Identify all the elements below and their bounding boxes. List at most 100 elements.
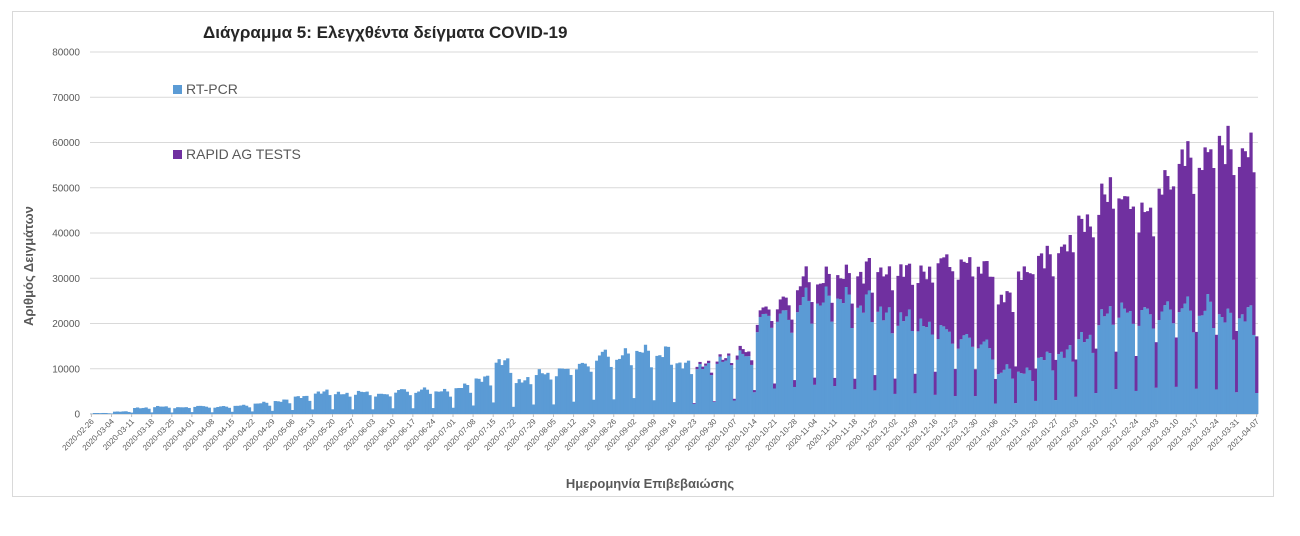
bar-rt-pcr [417,391,421,414]
bar-rt-pcr [718,356,722,414]
bar-rt-pcr [1128,311,1133,414]
bar-rt-pcr [92,413,97,414]
bar-rt-pcr [615,359,619,414]
bar-rapid-ag [1226,125,1230,309]
bar-rt-pcr [1091,352,1095,414]
bar-rt-pcr [1249,305,1253,414]
bar-rapid-ag [1137,232,1141,326]
bar-rt-pcr [503,360,507,414]
bar-rapid-ag [1080,218,1084,333]
bar-rt-pcr [104,412,108,414]
bar-rt-pcr [629,365,633,414]
bar-rt-pcr [207,407,211,414]
bar-rt-pcr [666,346,671,414]
bar-rapid-ag [1200,170,1204,316]
bar-rt-pcr [698,364,702,414]
bar-rt-pcr [712,401,717,414]
bar-rt-pcr [471,405,475,414]
bar-rt-pcr [399,389,404,414]
bar-rapid-ag [827,273,831,296]
bar-rapid-ag [971,276,975,347]
bar-rt-pcr [1157,320,1161,414]
bar-rt-pcr [1163,305,1167,414]
bar-rt-pcr [1048,353,1052,414]
bar-rapid-ag [1065,251,1069,350]
bar-rapid-ag [1105,201,1110,314]
bar-rt-pcr [127,411,131,414]
bar-rt-pcr [962,335,966,414]
bar-rt-pcr [356,390,361,414]
bar-rapid-ag [1235,330,1239,393]
bar-rt-pcr [950,343,955,414]
bar-rt-pcr [110,413,114,414]
bar-rt-pcr [1045,351,1049,414]
bar-rt-pcr [101,412,105,414]
bar-rapid-ag [910,284,915,331]
bar-rapid-ag [707,360,711,363]
bar-rt-pcr [216,406,220,414]
bar-rt-pcr [735,359,739,414]
bar-rapid-ag [795,290,800,313]
bar-rt-pcr [592,399,596,414]
bar-rapid-ag [959,259,963,340]
bar-rapid-ag [913,373,917,394]
bar-rt-pcr [927,321,932,414]
bar-rapid-ag [1028,273,1032,371]
bar-rapid-ag [755,324,760,333]
bar-rt-pcr [1169,309,1173,414]
bar-rapid-ag [744,352,748,357]
bar-rapid-ag [793,380,797,387]
bar-rt-pcr [520,382,524,414]
bar-rt-pcr [1068,345,1072,414]
bar-rt-pcr [603,349,607,414]
bar-rt-pcr [1200,315,1204,414]
bar-rt-pcr [1054,400,1058,414]
bar-rapid-ag [996,304,1001,375]
bar-rt-pcr [930,334,935,414]
bar-rt-pcr [879,306,883,414]
bar-rt-pcr [305,395,309,414]
bar-rt-pcr [523,380,527,414]
bar-rt-pcr [374,396,378,414]
bar-rt-pcr [1203,310,1207,414]
bar-rapid-ag [1134,356,1138,391]
bar-rapid-ag [775,309,780,322]
bar-rt-pcr [210,412,214,414]
bar-rt-pcr [331,409,335,414]
bar-rt-pcr [1171,323,1176,414]
bar-rt-pcr [761,313,765,414]
y-tick-label: 60000 [52,138,80,149]
bar-rt-pcr [781,310,785,414]
bar-rapid-ag [741,349,745,354]
bar-rt-pcr [1146,308,1150,414]
bar-rt-pcr [979,344,983,414]
bar-rapid-ag [784,297,788,311]
bar-rt-pcr [925,327,929,414]
bar-rt-pcr [253,403,257,414]
bar-rt-pcr [655,355,659,414]
bar-rt-pcr [1100,309,1104,414]
bar-rt-pcr [882,320,886,414]
bar-rapid-ag [1016,271,1021,372]
bar-rapid-ag [1189,157,1193,311]
bar-rt-pcr [1232,339,1236,414]
bar-rt-pcr [816,303,820,414]
legend-item-rapid-ag: RAPID AG TESTS [173,146,301,162]
bar-rt-pcr [256,403,260,414]
bar-rt-pcr [468,392,473,414]
bar-rt-pcr [755,332,760,414]
bar-rapid-ag [1148,207,1153,315]
bar-rt-pcr [721,361,725,414]
bar-rt-pcr [250,411,254,414]
bar-rt-pcr [236,405,240,414]
bar-rt-pcr [362,392,366,414]
bar-rapid-ag [1100,183,1104,310]
bar-rt-pcr [233,405,237,414]
bar-rt-pcr [451,407,455,414]
bar-rt-pcr [973,396,978,414]
bar-rt-pcr [744,356,748,414]
bar-rt-pcr [959,339,963,414]
bar-rt-pcr [477,378,481,414]
bar-rt-pcr [609,366,613,414]
bar-rt-pcr [1197,315,1202,414]
